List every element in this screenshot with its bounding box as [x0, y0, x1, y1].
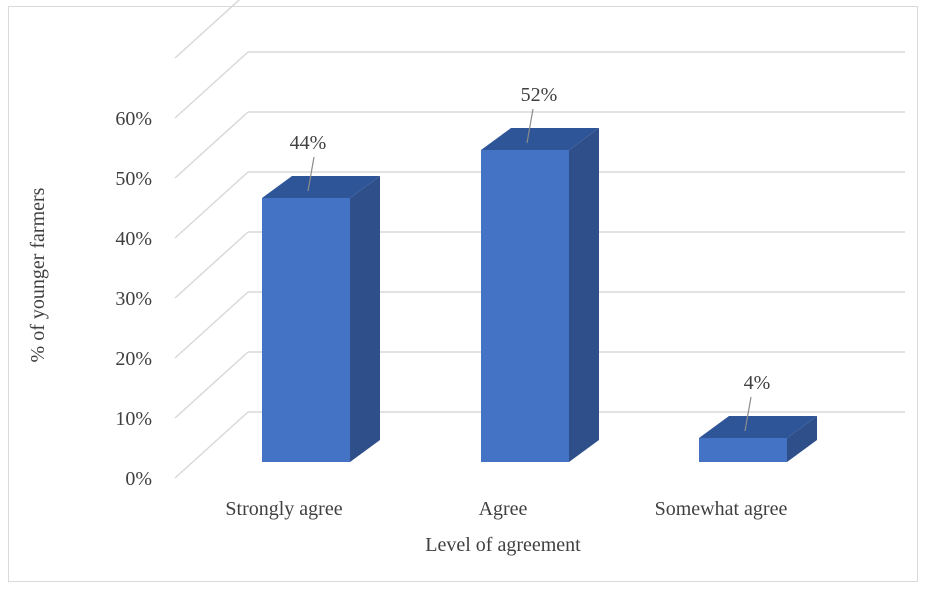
gridline-side	[175, 352, 248, 418]
x-category-label: Agree	[479, 498, 528, 520]
y-axis-ticks: 0% 10% 20% 30% 40% 50% 60%	[115, 108, 152, 490]
y-tick-label: 30%	[115, 288, 152, 310]
bar-side	[569, 128, 599, 462]
y-tick-label: 40%	[115, 228, 152, 250]
data-label: 4%	[744, 372, 771, 394]
gridline-side	[175, 172, 248, 238]
x-axis-title: Level of agreement	[425, 534, 581, 556]
gridline-side	[175, 292, 248, 358]
data-label: 52%	[521, 84, 558, 106]
y-tick-label: 60%	[115, 108, 152, 130]
gridline-side	[175, 0, 248, 58]
gridline-side	[175, 112, 248, 178]
gridline-side	[175, 232, 248, 298]
y-tick-label: 10%	[115, 408, 152, 430]
data-label: 44%	[290, 132, 327, 154]
y-axis-title: % of younger farmers	[27, 187, 49, 362]
x-axis-categories: Strongly agree Agree Somewhat agree	[225, 498, 787, 520]
x-category-label: Strongly agree	[225, 498, 342, 520]
y-tick-label: 20%	[115, 348, 152, 370]
y-tick-label: 0%	[125, 468, 152, 490]
bar-front	[481, 150, 569, 462]
gridline-side	[175, 412, 248, 478]
x-category-label: Somewhat agree	[655, 498, 788, 520]
bar-front	[699, 438, 787, 462]
gridline-side	[175, 52, 248, 118]
bar-front	[262, 198, 350, 462]
y-tick-label: 50%	[115, 168, 152, 190]
bar-side	[350, 176, 380, 462]
